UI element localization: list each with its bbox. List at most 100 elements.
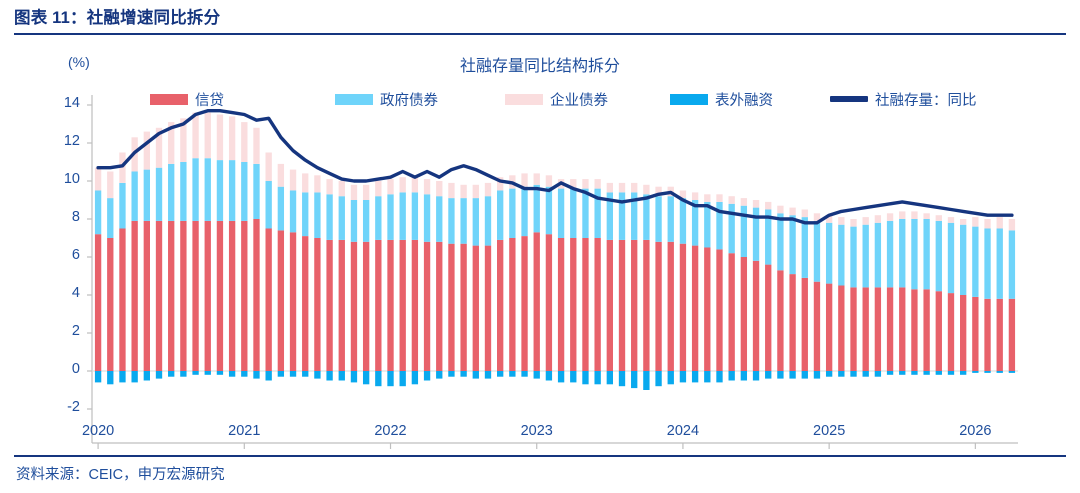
bar-segment-negative — [362, 371, 370, 385]
chart-plot — [87, 95, 1018, 449]
bar-segment — [241, 122, 248, 162]
bar-segment — [289, 190, 297, 233]
bar-segment — [143, 169, 150, 221]
bar-segment — [131, 171, 138, 221]
bar-segment — [350, 200, 358, 242]
footer-divider — [14, 455, 1066, 457]
bar-segment — [484, 245, 492, 371]
legend-item-2[interactable]: 政府债券 — [335, 88, 438, 110]
legend-swatch-icon — [150, 93, 188, 105]
bar-segment — [241, 162, 248, 221]
bar-segment — [521, 236, 528, 371]
bar-segment — [838, 224, 845, 286]
bar-segment — [472, 245, 479, 371]
bar-segment — [533, 173, 540, 185]
legend-item-4[interactable]: 表外融资 — [670, 88, 773, 110]
bar-segment — [777, 270, 784, 371]
bar-segment — [679, 198, 687, 244]
bar-segment — [874, 287, 882, 371]
bar-segment — [594, 188, 601, 238]
bar-segment — [765, 264, 772, 371]
bar-segment — [143, 220, 150, 371]
bar-segment-negative — [716, 371, 723, 383]
bar-segment — [545, 175, 553, 187]
bar-segment — [740, 205, 748, 257]
bar-segment — [448, 198, 455, 244]
bar-segment — [131, 220, 138, 371]
bar-segment-negative — [265, 371, 272, 381]
bar-segment — [838, 217, 845, 225]
legend-label: 表外融资 — [715, 92, 773, 109]
bar-segment — [387, 239, 394, 371]
bar-segment — [253, 163, 260, 219]
legend-item-3[interactable]: 企业债券 — [505, 88, 608, 110]
bar-segment-negative — [253, 371, 260, 379]
bar-segment — [704, 247, 711, 371]
bar-segment-negative — [996, 371, 1003, 373]
bar-segment — [362, 200, 370, 242]
bar-segment-negative — [326, 371, 333, 381]
y-tick-label: 2 — [71, 323, 80, 339]
bar-segment-negative — [168, 371, 175, 377]
bar-segment — [411, 192, 419, 240]
bar-segment — [460, 184, 467, 199]
bar-segment — [436, 241, 443, 371]
bar-segment-negative — [411, 371, 419, 385]
bar-segment-negative — [582, 371, 589, 385]
bar-segment — [533, 184, 540, 233]
bar-segment-negative — [484, 371, 492, 379]
bar-segment-negative — [935, 371, 942, 375]
bar-segment — [972, 296, 979, 371]
bar-segment-negative — [399, 371, 406, 387]
bar-segment — [484, 196, 492, 246]
bar-segment-negative — [241, 371, 248, 377]
bar-segment — [570, 238, 577, 371]
bar-segment — [289, 232, 297, 371]
legend-swatch-icon — [670, 93, 708, 105]
legend-item-1[interactable]: 信贷 — [150, 88, 224, 110]
bar-segment-negative — [375, 371, 382, 387]
bar-segment — [862, 217, 869, 225]
bar-segment — [302, 236, 309, 371]
bar-segment — [399, 192, 406, 240]
bar-segment-negative — [228, 371, 236, 377]
bar-segment — [509, 238, 516, 371]
plot-wrapper: -2 0 2 4 6 8 10 12 14 2020 2021 2022 2023 2024 2025 202… — [0, 38, 1080, 450]
bar-segment — [996, 298, 1003, 371]
bar-segment — [326, 239, 333, 371]
bar-segment — [643, 194, 650, 240]
bar-segment-negative — [850, 371, 857, 377]
legend-label: 政府债券 — [380, 92, 438, 109]
bar-segment-negative — [155, 371, 163, 379]
bar-segment — [204, 220, 211, 371]
bar-segment — [302, 192, 309, 237]
chart-area: (%) 社融存量同比结构拆分 信贷 政府债券 企业债券 表外融资 社融存量：同比 -2 0… — [0, 38, 1080, 450]
bar-segment — [960, 295, 967, 371]
bar-segment — [423, 241, 431, 371]
x-tick-label: 2025 — [813, 423, 846, 439]
bar-segment — [911, 289, 918, 371]
bar-segment — [192, 158, 199, 221]
bar-segment-negative — [314, 371, 321, 379]
legend-item-5[interactable]: 社融存量：同比 — [830, 88, 977, 110]
bar-segment — [107, 238, 114, 371]
bars-group — [94, 112, 1016, 390]
bar-segment-negative — [180, 371, 187, 377]
bar-segment — [399, 177, 406, 193]
bar-segment-negative — [204, 371, 211, 375]
bar-segment — [497, 239, 504, 371]
bar-segment-negative — [277, 371, 285, 377]
bar-segment-negative — [509, 371, 516, 377]
bar-segment — [423, 179, 431, 195]
bar-segment — [545, 186, 553, 235]
bar-segment — [801, 217, 808, 278]
bar-segment — [972, 217, 979, 227]
bar-segment — [935, 215, 942, 221]
bar-segment — [947, 293, 955, 371]
bar-segment — [838, 285, 845, 371]
bar-segment — [204, 158, 211, 221]
bar-segment-negative — [119, 371, 126, 383]
bar-segment-negative — [984, 371, 991, 373]
bar-segment — [509, 188, 516, 238]
